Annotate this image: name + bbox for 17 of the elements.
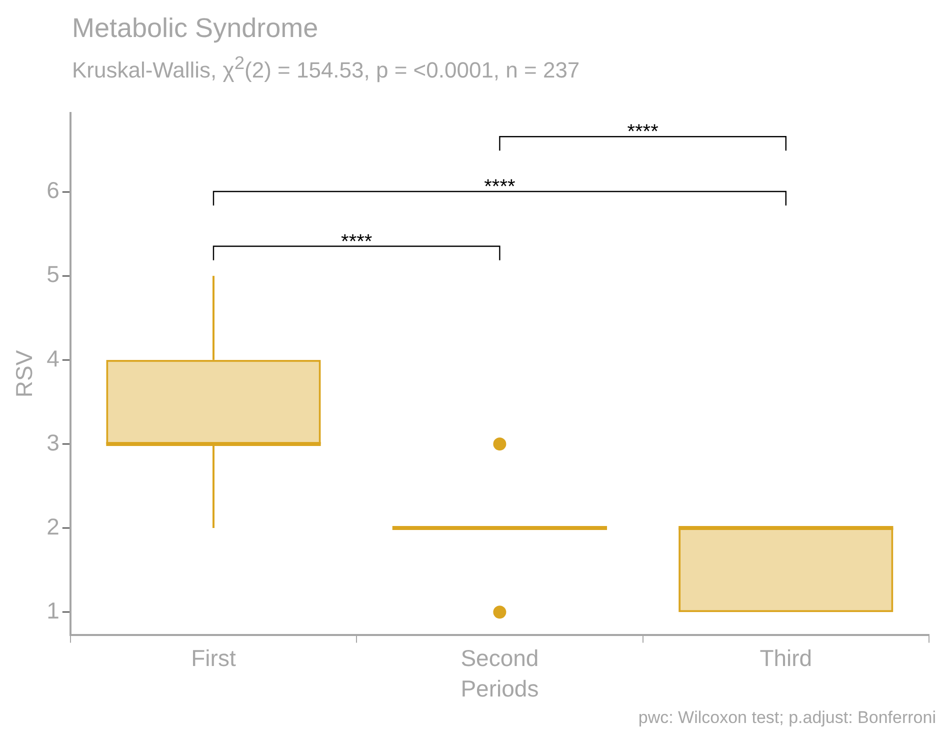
annotation: **** [484, 176, 516, 198]
y-tick-label: 4 [46, 345, 60, 372]
y-tick-label: 1 [46, 597, 60, 624]
annotation: **** [627, 121, 659, 144]
y-tick-label: 3 [46, 429, 60, 456]
x-tick-label: Third [760, 644, 812, 671]
x-tick-label: First [191, 644, 236, 671]
annotation: **** [341, 230, 372, 253]
y-tick-label: 6 [46, 177, 60, 204]
chart-title: Metabolic Syndrome [72, 12, 320, 45]
x-axis-title: Periods [460, 676, 539, 702]
y-tick-label: 5 [46, 261, 60, 288]
text: pwc: Wilcoxon test; p.adjust: Bonferroni [637, 708, 936, 728]
chart-subtitle: Kruskal-Wallis, χ$^{2}$(2) = 154.53, p = <0.0001, n = 237 [72, 52, 581, 84]
x-tick-label: Second [460, 644, 539, 671]
y-axis-title: RSV [11, 350, 38, 398]
y-tick-label: 2 [46, 513, 60, 540]
